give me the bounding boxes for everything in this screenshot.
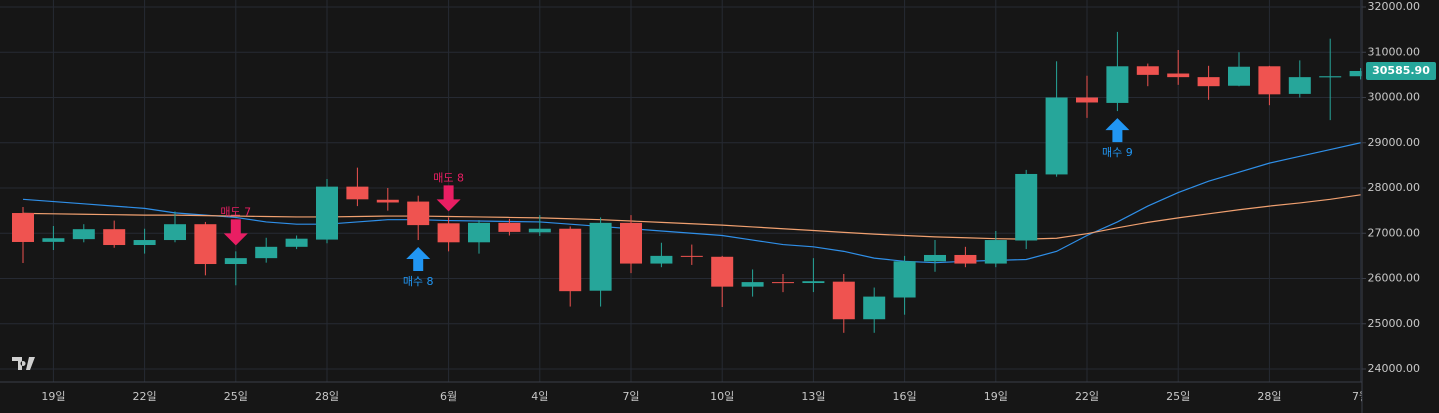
y-tick-label: 32000.00 — [1368, 0, 1421, 13]
candle-body — [1349, 70, 1362, 77]
sell-arrow — [436, 185, 461, 212]
candle-body — [316, 186, 338, 240]
candle-body — [346, 186, 369, 200]
y-tick-label: 26000.00 — [1368, 272, 1421, 285]
buy-label: 매수 9 — [1102, 146, 1133, 159]
x-tick-label: 16일 — [893, 389, 917, 403]
candle-body — [498, 222, 521, 232]
buy-arrow — [406, 247, 431, 272]
candle-body — [802, 281, 825, 284]
candle-body — [1076, 97, 1098, 103]
candle-body — [863, 296, 886, 320]
candle-body — [741, 282, 764, 287]
candle-body — [772, 282, 794, 284]
candle-body — [285, 238, 308, 247]
candle-body — [376, 199, 399, 203]
candle-body — [559, 228, 582, 292]
y-tick-label: 31000.00 — [1368, 45, 1421, 58]
candle-body — [1288, 77, 1311, 94]
candle-body — [103, 229, 126, 246]
candle-body — [468, 222, 490, 243]
x-tick-label: 7일 — [622, 389, 639, 403]
y-tick-label: 30000.00 — [1368, 91, 1421, 104]
candle-body — [680, 255, 703, 257]
y-tick-label: 25000.00 — [1368, 317, 1421, 330]
buy-label: 매수 8 — [403, 275, 434, 288]
plot: 매도 7 매수 8 매도 8 매수 9 — [0, 0, 1362, 382]
candle-body — [255, 246, 278, 259]
candle-body — [984, 240, 1007, 264]
candle-body — [1228, 66, 1250, 86]
candle-body — [620, 222, 642, 264]
candle-body — [133, 240, 156, 246]
x-tick-label: 10일 — [710, 389, 734, 403]
candle-body — [711, 256, 734, 287]
x-tick-label: 25일 — [1166, 389, 1190, 403]
price-tag-label: 30585.90 — [1372, 64, 1430, 77]
x-tick-label: 22일 — [1075, 389, 1099, 403]
price-tag — [1366, 61, 1436, 80]
y-axis-panel — [1362, 0, 1439, 413]
candle-body — [1319, 76, 1342, 78]
candle-body — [1197, 77, 1220, 87]
y-tick-label: 27000.00 — [1368, 226, 1421, 239]
y-tick-label: 28000.00 — [1368, 181, 1421, 194]
x-tick-label: 28일 — [315, 389, 339, 403]
x-tick-label: 19일 — [984, 389, 1008, 403]
candle-body — [1167, 73, 1190, 78]
buy-arrow — [1105, 118, 1130, 143]
sell-label: 매도 8 — [433, 171, 464, 184]
candle-body — [1045, 97, 1068, 175]
x-tick-label: 28일 — [1257, 389, 1281, 403]
candle-body — [12, 213, 34, 242]
candle-body — [528, 228, 551, 233]
sell-arrow — [223, 219, 248, 246]
x-tick-label: 4일 — [531, 389, 548, 403]
x-tick-label: 22일 — [133, 389, 157, 403]
candle-body — [194, 224, 217, 265]
candle-body — [1015, 173, 1038, 241]
candle-body — [832, 281, 855, 320]
candle-body — [42, 238, 65, 242]
x-tick-label: 13일 — [801, 389, 825, 403]
y-tick-label: 24000.00 — [1368, 362, 1421, 375]
x-tick-label: 19일 — [41, 389, 65, 403]
candle-body — [893, 261, 916, 298]
moving-average — [22, 194, 1361, 240]
candle-body — [164, 224, 186, 241]
logo — [12, 357, 35, 370]
x-tick-label: 25일 — [224, 389, 248, 403]
x-tick-label: 6월 — [440, 390, 457, 403]
candle-body — [72, 229, 95, 240]
y-tick-label: 29000.00 — [1368, 136, 1421, 149]
candle-body — [224, 258, 247, 265]
candle-body — [954, 254, 977, 264]
candle-body — [437, 223, 460, 243]
candle-body — [407, 201, 430, 226]
candle-body — [589, 222, 612, 291]
candle-body — [1258, 66, 1281, 95]
sell-label: 매도 7 — [220, 205, 251, 218]
candle-body — [1136, 66, 1159, 75]
candle-body — [650, 255, 673, 264]
candle-body — [1106, 66, 1129, 103]
moving-average — [22, 142, 1361, 264]
candle-body — [924, 254, 946, 262]
